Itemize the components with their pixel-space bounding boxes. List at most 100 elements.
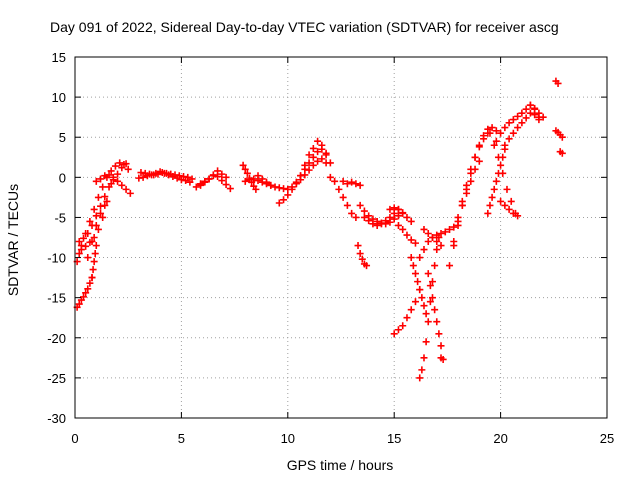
data-point <box>431 262 439 270</box>
data-point <box>497 129 505 137</box>
data-point <box>373 221 381 229</box>
data-point <box>509 116 517 124</box>
data-point <box>463 181 471 189</box>
data-point <box>97 175 105 183</box>
data-point <box>433 238 441 246</box>
data-point <box>97 202 105 210</box>
data-point <box>526 109 534 117</box>
series-arc-s <box>339 177 364 189</box>
data-point <box>352 180 360 188</box>
data-point <box>514 124 522 132</box>
data-point <box>86 279 94 287</box>
data-point <box>414 278 422 286</box>
data-point <box>271 183 279 191</box>
data-point <box>84 285 92 293</box>
data-point <box>275 184 283 192</box>
data-point <box>88 274 96 282</box>
data-point <box>114 177 122 185</box>
y-axis-label: SDTVAR / TECUs <box>5 184 21 296</box>
data-point <box>284 191 292 199</box>
data-point <box>314 157 322 165</box>
data-point <box>501 141 509 149</box>
data-point <box>422 310 430 318</box>
data-point <box>114 170 122 178</box>
data-point <box>326 173 334 181</box>
data-point <box>280 196 288 204</box>
data-point <box>407 217 415 225</box>
data-point <box>394 326 402 334</box>
data-point <box>222 181 230 189</box>
y-tick-label: -25 <box>47 371 66 386</box>
data-point <box>99 213 107 221</box>
data-point <box>467 177 475 185</box>
data-point <box>314 148 322 156</box>
data-point <box>75 250 83 258</box>
data-point <box>509 209 517 217</box>
data-point <box>505 135 513 143</box>
data-point <box>403 231 411 239</box>
chart-title: Day 091 of 2022, Sidereal Day-to-day VTE… <box>50 19 559 35</box>
data-point <box>535 116 543 124</box>
data-point <box>335 185 343 193</box>
series-arc-w <box>386 204 415 225</box>
data-point <box>80 234 88 242</box>
data-point <box>497 197 505 205</box>
data-point <box>437 342 445 350</box>
data-point <box>501 201 509 209</box>
data-point <box>475 157 483 165</box>
data-point <box>431 306 439 314</box>
series-arc-r <box>326 173 360 221</box>
series-arc-n <box>254 172 292 193</box>
data-point <box>394 205 402 213</box>
data-point <box>75 300 83 308</box>
data-point <box>92 177 100 185</box>
data-point <box>169 173 177 181</box>
data-point <box>305 166 313 174</box>
data-point <box>205 175 213 183</box>
x-tick-label: 15 <box>387 431 401 446</box>
data-point <box>411 298 419 306</box>
data-point <box>458 201 466 209</box>
data-point <box>507 197 515 205</box>
data-point <box>526 101 534 109</box>
data-point <box>343 180 351 188</box>
data-point <box>407 236 415 244</box>
data-point <box>399 322 407 330</box>
data-point <box>118 181 126 189</box>
data-point <box>403 314 411 322</box>
data-point <box>518 119 526 127</box>
data-point <box>91 250 99 258</box>
data-point <box>94 193 102 201</box>
series-arc-ah <box>454 157 483 221</box>
data-point <box>356 201 364 209</box>
data-point <box>243 169 251 177</box>
data-point <box>424 229 432 237</box>
data-point <box>363 262 371 270</box>
data-point <box>186 178 194 186</box>
data-point <box>358 255 366 263</box>
series-arc-c <box>75 160 130 246</box>
data-point <box>518 109 526 117</box>
data-point <box>439 355 447 363</box>
data-point <box>450 223 458 231</box>
data-point <box>305 151 313 159</box>
data-point <box>192 183 200 191</box>
series-arc-ad <box>420 225 445 250</box>
data-point <box>80 293 88 301</box>
series-arc-d <box>77 180 115 254</box>
data-points <box>73 77 566 382</box>
series-arc-an <box>526 101 547 121</box>
data-point <box>111 162 119 170</box>
data-point <box>177 176 185 184</box>
data-point <box>94 225 102 233</box>
data-point <box>89 266 97 274</box>
data-point <box>382 217 390 225</box>
data-point <box>407 254 415 262</box>
data-point <box>107 167 115 175</box>
data-point <box>437 229 445 237</box>
data-point <box>450 238 458 246</box>
data-point <box>201 178 209 186</box>
data-point <box>92 242 100 250</box>
data-point <box>426 298 434 306</box>
